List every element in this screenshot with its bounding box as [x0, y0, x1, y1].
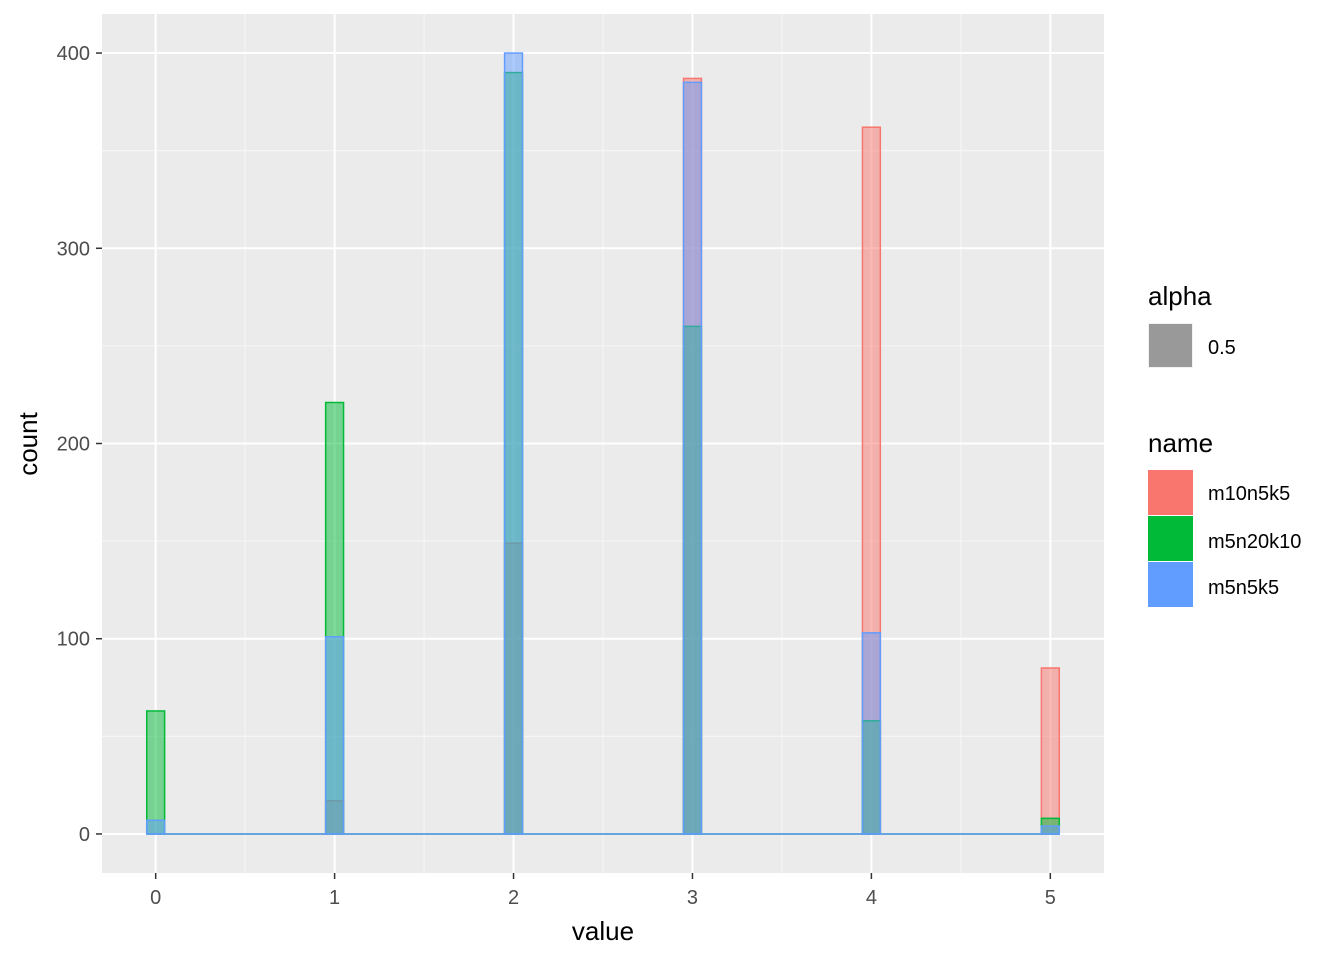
y-tick-label: 100: [57, 629, 90, 651]
series-m5n5k5: [145, 52, 1061, 835]
legend-alpha: alpha 0.5: [1148, 281, 1236, 368]
y-axis: 0 100 200 300 400: [57, 43, 102, 846]
bar-m5n5k5-4: [861, 632, 882, 835]
y-tick-label: 400: [57, 43, 90, 65]
bar-m10n5k5-5: [1040, 667, 1061, 835]
bars-layer: [145, 52, 1061, 835]
y-axis-title: count: [13, 411, 43, 475]
legend-label-m10n5k5: m10n5k5: [1208, 483, 1290, 505]
legend-alpha-swatch: [1149, 324, 1192, 367]
legend-label-m5n5k5: m5n5k5: [1208, 577, 1279, 599]
bar-m5n20k10-0: [145, 710, 166, 835]
legend-swatch-m10n5k5: [1148, 470, 1193, 515]
bar-m5n5k5-1: [324, 636, 345, 835]
legend-alpha-title: alpha: [1148, 281, 1212, 311]
legend-label-m5n20k10: m5n20k10: [1208, 531, 1301, 553]
x-axis-title: value: [572, 916, 634, 946]
x-tick-label: 2: [508, 887, 519, 909]
bar-m5n5k5-0: [145, 819, 166, 835]
x-tick-label: 0: [150, 887, 161, 909]
bar-m5n5k5-2: [503, 52, 524, 835]
x-tick-label: 5: [1045, 887, 1056, 909]
y-tick-label: 200: [57, 434, 90, 456]
legend-name: name m10n5k5 m5n20k10 m5n5k5: [1148, 428, 1301, 607]
x-tick-label: 4: [866, 887, 877, 909]
legend-swatch-m5n5k5: [1148, 562, 1193, 607]
bar-m5n5k5-5: [1040, 825, 1061, 835]
x-axis: 0 1 2 3 4 5: [150, 873, 1056, 909]
y-tick-label: 300: [57, 238, 90, 260]
legend-alpha-label: 0.5: [1208, 337, 1236, 359]
y-tick-label: 0: [79, 824, 90, 846]
legend-name-title: name: [1148, 428, 1213, 458]
legend-swatch-m5n20k10: [1148, 516, 1193, 561]
x-tick-label: 1: [329, 887, 340, 909]
bar-m5n5k5-3: [682, 81, 703, 835]
x-tick-label: 3: [687, 887, 698, 909]
